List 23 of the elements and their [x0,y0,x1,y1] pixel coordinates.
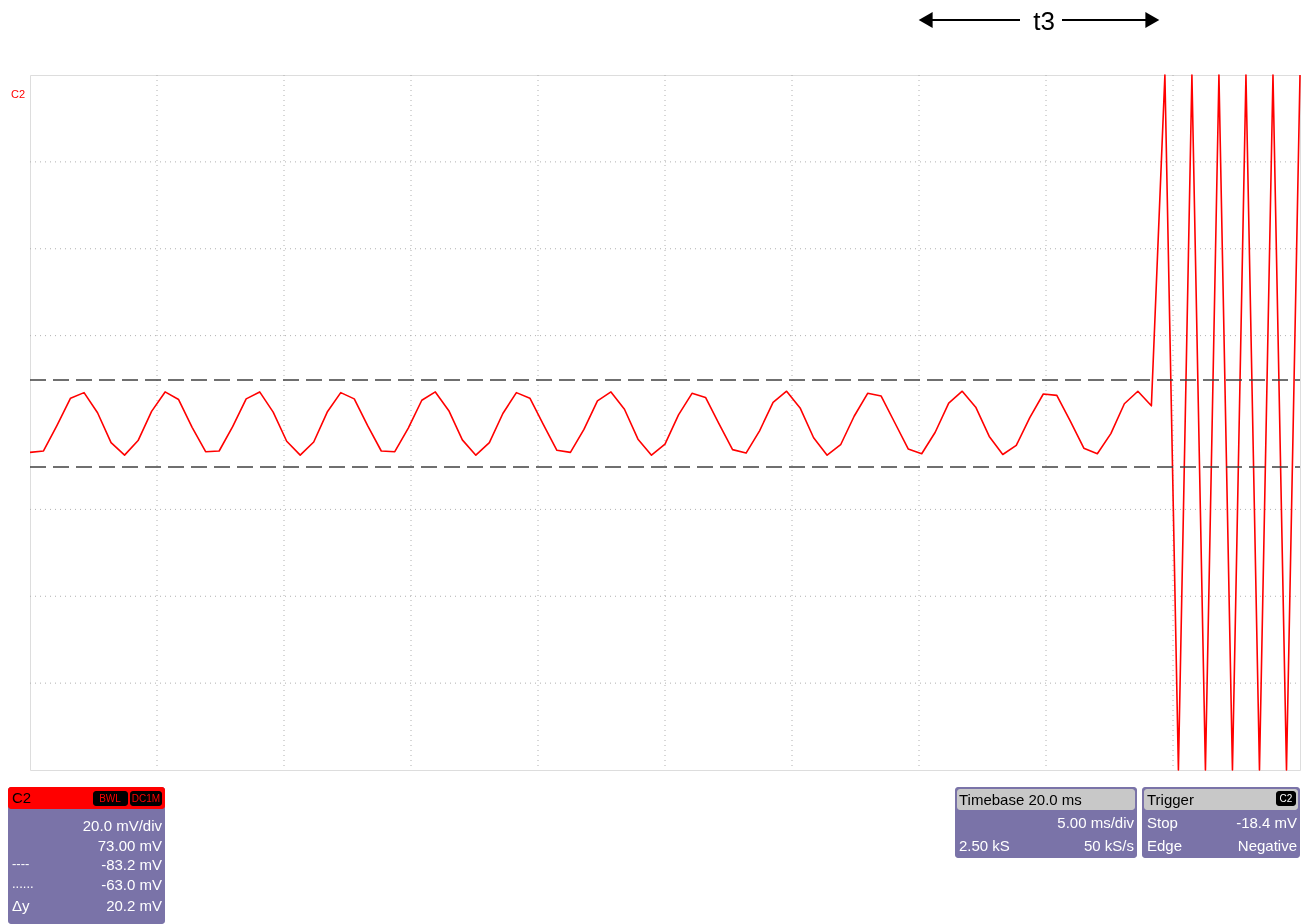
text: C2 [12,789,32,806]
text: C2 [1279,793,1293,804]
text: Edge [1147,837,1183,854]
text: Stop [1147,814,1178,831]
text: Trigger [1147,791,1194,808]
text: C2 [10,88,26,100]
text: ...... [12,876,34,891]
text: 20.2 mV [106,897,162,914]
text: Negative [1237,837,1297,854]
text: 20.0 mV/div [82,817,163,834]
text: -63.0 mV [101,876,162,893]
text: 73.00 mV [97,837,162,854]
text: 50 kS/s [1083,837,1134,854]
text: BWL [99,793,122,804]
text: DC1M [131,793,161,804]
text: Timebase 20.0 ms [959,791,1082,808]
text: -18.4 mV [1236,814,1297,831]
text: Δy [12,897,31,914]
text: t3 [1033,6,1055,36]
text: -83.2 mV [101,856,162,873]
text: 5.00 ms/div [1057,814,1135,831]
text: ---- [12,856,30,871]
text: 2.50 kS [959,837,1010,854]
